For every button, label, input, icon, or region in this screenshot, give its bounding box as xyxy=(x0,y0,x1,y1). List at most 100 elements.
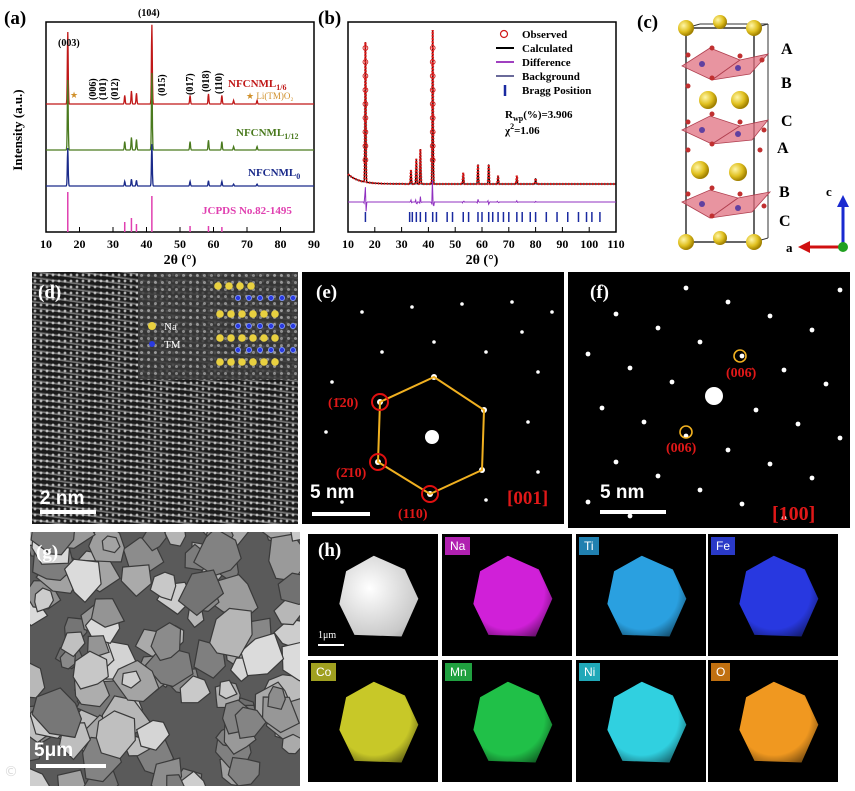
legend-bragg: Bragg Position xyxy=(522,85,591,97)
peak-label: (003) xyxy=(58,38,80,49)
xrd-trace xyxy=(46,24,314,105)
panel-label-d: (d) xyxy=(38,282,62,303)
xrd-ylabel: Intensity (a.u.) xyxy=(10,89,25,170)
layer-label: C xyxy=(779,213,791,230)
panel-label-c: (c) xyxy=(637,12,659,33)
zone-axis: [100] xyxy=(772,503,815,525)
sem-image: (g) 5μm xyxy=(30,532,300,786)
scale-bar xyxy=(600,510,666,514)
xtick-label: 20 xyxy=(369,237,381,251)
scale-bar xyxy=(36,764,106,768)
trace-label-1-6: NFCNML1/6 xyxy=(228,78,287,92)
axis-a-label: a xyxy=(786,240,793,255)
peak-label: (101) xyxy=(98,78,109,100)
spot-label: (006̄) xyxy=(726,366,757,381)
haadf-map: (h) 1μm xyxy=(308,534,438,656)
axis-c-label: c xyxy=(826,184,832,199)
panel-label-b: (b) xyxy=(318,8,342,29)
xtick-label: 100 xyxy=(580,237,598,251)
legend-tm: TM xyxy=(164,339,181,351)
element-distribution xyxy=(339,681,419,763)
spot-label: (1̄20) xyxy=(328,396,359,411)
xrd-traces xyxy=(46,24,314,232)
eds-map-fe: Fe xyxy=(708,534,838,656)
legend-background: Background xyxy=(522,71,580,83)
scale-text: 5 nm xyxy=(310,482,355,503)
panel-label-g: (g) xyxy=(36,542,59,563)
element-label: Co xyxy=(311,663,337,681)
xtick-label: 50 xyxy=(174,237,186,251)
chi-text: χ2=1.06 xyxy=(504,122,540,137)
xtick-label: 50 xyxy=(449,237,461,251)
xtick-label: 80 xyxy=(530,237,542,251)
xtick-label: 60 xyxy=(208,237,220,251)
peak-label: (006) xyxy=(88,78,99,100)
xrd-trace xyxy=(46,144,314,187)
peak-label: (012) xyxy=(110,78,121,100)
haadf-image: Na TM (d) 2 nm xyxy=(32,272,298,524)
rietveld-chart: 10 20 30 40 50 60 70 80 90 100 110 2θ (°) Observed… xyxy=(342,21,625,268)
element-distribution xyxy=(473,681,553,763)
scale-text: 5 nm xyxy=(600,482,645,503)
xtick-label: 30 xyxy=(107,237,119,251)
rwp-text: Rwp(%)=3.906 xyxy=(505,109,573,123)
saed-001: (1̄20) (2̄10) (110) [001] (e) 5 nm xyxy=(302,272,564,524)
xtick-label: 90 xyxy=(556,237,568,251)
legend-calculated: Calculated xyxy=(522,43,573,55)
legend-na: Na xyxy=(164,321,177,333)
xtick-label: 70 xyxy=(503,237,515,251)
layer-label: A xyxy=(777,140,789,157)
impurity-star: ★ xyxy=(70,90,78,100)
eds-map-na: Na xyxy=(442,534,572,656)
panel-label-a: (a) xyxy=(4,8,27,29)
rietveld-xlabel: 2θ (°) xyxy=(466,253,499,268)
peak-label: (104) xyxy=(138,8,160,19)
panel-label-h: (h) xyxy=(318,540,342,561)
element-distribution xyxy=(739,681,819,763)
element-label: Ni xyxy=(579,663,601,681)
background-line xyxy=(347,173,616,185)
xtick-label: 40 xyxy=(422,237,434,251)
eds-map-co: Co xyxy=(308,660,438,782)
xrd-trace xyxy=(46,72,314,151)
calculated-line xyxy=(347,29,616,185)
layer-label: B xyxy=(781,75,792,92)
panel-label-f: (f) xyxy=(590,282,609,303)
peak-label: (015) xyxy=(157,74,168,96)
element-label: Na xyxy=(445,537,471,555)
rietveld-xticks: 10 20 30 40 50 60 70 80 90 100 110 xyxy=(342,227,625,251)
saed-100: (006̄) (006) [100] (f) 5 nm xyxy=(568,272,850,528)
xtick-label: 10 xyxy=(40,237,52,251)
xtick-label: 70 xyxy=(241,237,253,251)
eds-map-mn: Mn xyxy=(442,660,572,782)
rietveld-legend: Observed Calculated Difference Backgroun… xyxy=(496,29,591,137)
peak-label: (017) xyxy=(185,73,196,95)
element-label: Fe xyxy=(711,537,736,555)
xtick-label: 60 xyxy=(476,237,488,251)
xrd-xlabel: 2θ (°) xyxy=(164,253,197,268)
observed-line xyxy=(347,29,616,186)
peak-label: (110) xyxy=(214,73,225,94)
xrd-chart: 10 20 30 40 50 60 70 80 90 Intensity (a.u.) 2θ (… xyxy=(10,8,320,268)
eds-map-ni: Ni xyxy=(576,660,706,782)
element-label: Ti xyxy=(579,537,599,555)
scale-bar xyxy=(40,510,96,514)
legend-difference: Difference xyxy=(522,57,571,69)
eds-map-o: O xyxy=(708,660,838,782)
layer-label: A xyxy=(781,41,793,58)
spot-label: (006) xyxy=(666,441,697,456)
spot-label: (2̄10) xyxy=(336,466,367,481)
element-label: O xyxy=(711,663,731,681)
xtick-label: 20 xyxy=(74,237,86,251)
scale-text: 2 nm xyxy=(40,488,85,509)
watermark: © xyxy=(4,764,18,780)
xtick-label: 110 xyxy=(607,237,624,251)
trace-label-1-12: NFCNML1/12 xyxy=(236,127,299,141)
element-label: Mn xyxy=(445,663,472,681)
layer-label: C xyxy=(781,113,793,130)
element-distribution xyxy=(473,555,553,637)
element-distribution xyxy=(739,555,819,637)
element-distribution xyxy=(607,555,687,637)
spot-label: (110) xyxy=(398,507,428,522)
impurity-label: ★ Li(TM)O₂ xyxy=(246,91,293,101)
